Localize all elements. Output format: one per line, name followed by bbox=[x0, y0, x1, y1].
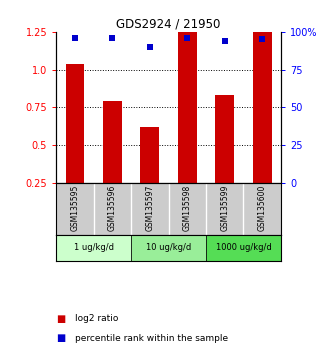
Text: GSM135597: GSM135597 bbox=[145, 185, 154, 231]
Bar bbox=[103, 101, 122, 183]
Point bbox=[72, 35, 77, 41]
Point bbox=[222, 38, 227, 44]
Text: 10 ug/kg/d: 10 ug/kg/d bbox=[146, 243, 191, 252]
Text: 1000 ug/kg/d: 1000 ug/kg/d bbox=[215, 243, 271, 252]
Text: percentile rank within the sample: percentile rank within the sample bbox=[75, 333, 229, 343]
Point bbox=[110, 35, 115, 41]
Text: ■: ■ bbox=[56, 314, 65, 324]
Text: GSM135599: GSM135599 bbox=[220, 185, 229, 231]
Title: GDS2924 / 21950: GDS2924 / 21950 bbox=[116, 18, 221, 31]
Text: GSM135598: GSM135598 bbox=[183, 185, 192, 231]
Point bbox=[147, 44, 152, 50]
Bar bbox=[131, 235, 206, 261]
Point bbox=[260, 36, 265, 42]
Text: ■: ■ bbox=[56, 333, 65, 343]
Point bbox=[185, 35, 190, 41]
Bar bbox=[215, 95, 234, 183]
Text: GSM135600: GSM135600 bbox=[258, 185, 267, 231]
Text: GSM135596: GSM135596 bbox=[108, 185, 117, 231]
Bar bbox=[65, 64, 84, 183]
Bar bbox=[206, 235, 281, 261]
Bar bbox=[56, 235, 131, 261]
Bar bbox=[141, 127, 159, 183]
Bar bbox=[253, 3, 272, 183]
Text: log2 ratio: log2 ratio bbox=[75, 314, 119, 323]
Text: GSM135595: GSM135595 bbox=[70, 185, 79, 231]
Text: 1 ug/kg/d: 1 ug/kg/d bbox=[74, 243, 114, 252]
Bar bbox=[178, 27, 196, 183]
